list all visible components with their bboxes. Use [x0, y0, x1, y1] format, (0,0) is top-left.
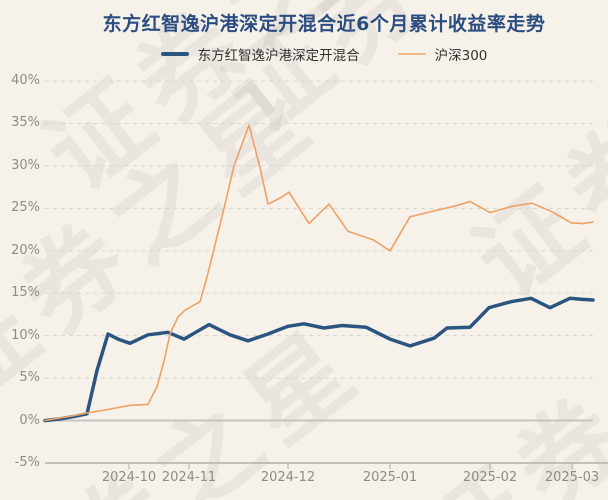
x-axis-label: 2024-12 — [260, 470, 316, 485]
fund-line-swatch — [160, 52, 189, 56]
y-axis-label: 15% — [11, 285, 40, 301]
legend: 东方红智逸沪港深定开混合 沪深300 — [40, 44, 608, 64]
y-axis-label: 35% — [11, 115, 40, 131]
index-line — [44, 124, 594, 422]
x-axis-label: 2024-10 — [101, 470, 157, 485]
y-axis-label: 30% — [11, 157, 40, 173]
fund-line — [43, 296, 595, 423]
y-axis-label: 0% — [19, 412, 40, 428]
y-axis-label: 20% — [11, 242, 40, 258]
y-axis-label: 25% — [11, 200, 40, 216]
chart-title: 东方红智逸沪港深定开混合近6个月累计收益率走势 — [102, 13, 546, 35]
y-axis-label: 5% — [19, 370, 40, 386]
x-axis-label: 2025-02 — [462, 470, 518, 485]
y-axis-label: -5% — [14, 455, 40, 470]
legend-label-fund: 东方红智逸沪港深定开混合 — [197, 48, 360, 64]
index-line-swatch — [397, 53, 426, 55]
legend-item-index: 沪深300 — [397, 44, 488, 64]
x-axis-label: 2025-03 — [544, 470, 600, 485]
x-axis-label: 2024-11 — [161, 470, 217, 485]
y-axis-label: 10% — [11, 327, 40, 343]
legend-label-index: 沪深300 — [434, 48, 488, 64]
legend-item-fund: 东方红智逸沪港深定开混合 — [160, 44, 360, 64]
x-axis-label: 2025-01 — [362, 470, 418, 485]
y-axis-label: 40% — [11, 73, 40, 88]
